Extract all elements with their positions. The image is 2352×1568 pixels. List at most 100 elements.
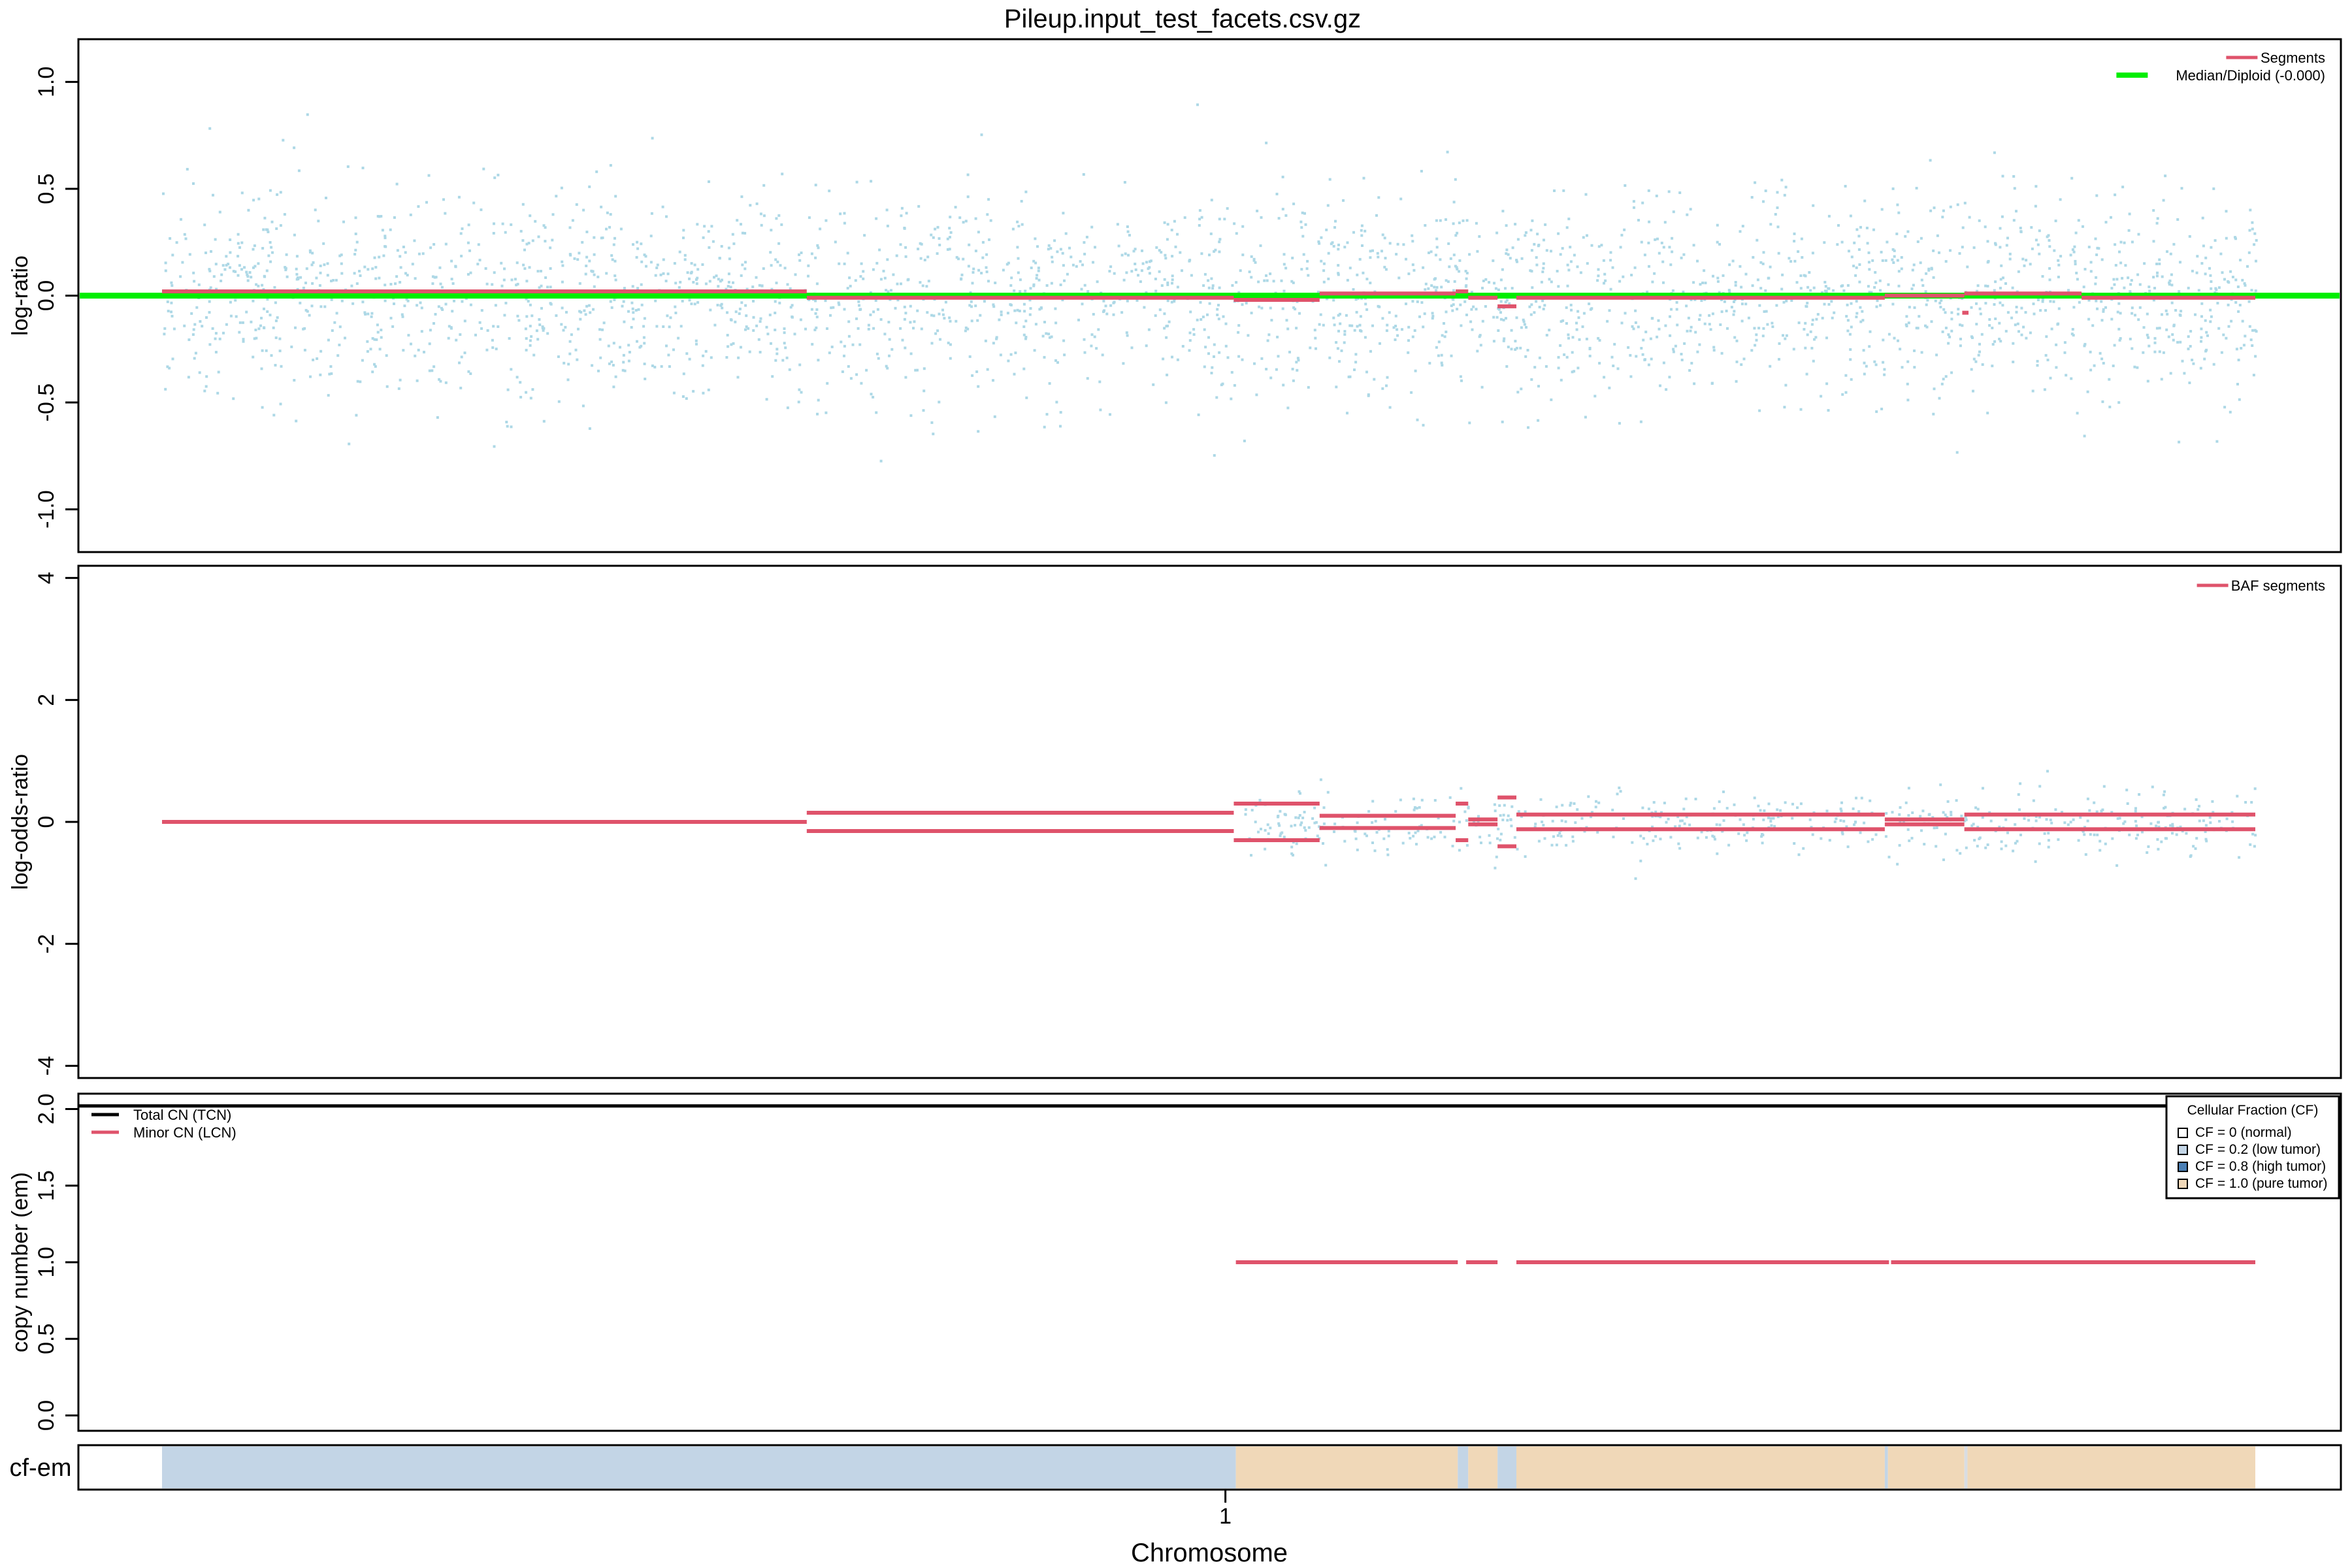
data-point (1823, 241, 1826, 244)
data-point (1451, 297, 1454, 301)
data-point (1428, 361, 1431, 365)
data-point (969, 291, 972, 294)
data-point (1796, 806, 1799, 809)
data-point (2146, 312, 2149, 316)
data-point (1522, 320, 1526, 323)
data-point (576, 358, 579, 361)
legend-label: Median/Diploid (-0.000) (2176, 67, 2325, 84)
data-point (2204, 838, 2208, 841)
data-point (694, 278, 698, 281)
data-point (1921, 809, 1925, 813)
data-point (515, 284, 518, 287)
data-point (1825, 336, 1828, 340)
data-point (484, 267, 487, 270)
data-point (1356, 821, 1359, 825)
data-point (804, 327, 807, 331)
data-point (1443, 335, 1446, 338)
data-point (1259, 244, 1262, 248)
data-point (2072, 334, 2075, 337)
data-point (1570, 308, 1573, 312)
data-point (1722, 819, 1725, 822)
data-point (384, 245, 387, 248)
data-point (350, 284, 353, 287)
data-point (1134, 268, 1137, 271)
data-point (890, 289, 892, 292)
data-point (1812, 359, 1815, 363)
data-point (414, 354, 417, 357)
data-point (361, 359, 364, 362)
data-point (2131, 240, 2134, 244)
data-point (187, 376, 190, 379)
data-point (1520, 326, 1523, 329)
data-point (727, 345, 730, 348)
data-point (2128, 212, 2131, 216)
data-point (1871, 259, 1874, 262)
data-point (1849, 358, 1852, 361)
data-point (2157, 847, 2160, 851)
data-point (421, 252, 425, 255)
data-point (1699, 314, 1702, 317)
data-point (1720, 310, 1723, 314)
data-point (1412, 797, 1415, 800)
data-point (2171, 825, 2174, 828)
data-point (366, 350, 369, 353)
data-point (438, 378, 441, 381)
data-point (1582, 236, 1585, 239)
data-point (1230, 397, 1233, 400)
data-point (2117, 401, 2121, 404)
data-point (1859, 320, 1863, 323)
data-point (463, 319, 466, 323)
data-point (1633, 206, 1635, 209)
data-point (306, 310, 309, 313)
data-point (1865, 365, 1868, 368)
data-point (2114, 193, 2117, 197)
data-point (1874, 363, 1878, 367)
data-point (1327, 277, 1330, 280)
data-point (1840, 240, 1844, 244)
data-point (355, 282, 359, 286)
data-point (1795, 281, 1799, 284)
data-point (1296, 357, 1299, 360)
data-point (784, 346, 787, 350)
data-point (858, 343, 862, 346)
data-point (1024, 190, 1028, 193)
data-point (1028, 299, 1032, 302)
data-point (1753, 327, 1756, 330)
data-point (486, 329, 489, 332)
data-point (1023, 310, 1026, 313)
data-point (1580, 817, 1584, 820)
data-point (896, 282, 899, 286)
data-point (860, 262, 863, 265)
data-point (1855, 300, 1858, 303)
data-point (2250, 289, 2253, 292)
data-point (1657, 319, 1660, 322)
data-point (2137, 318, 2140, 321)
data-point (172, 327, 176, 331)
data-point (1515, 346, 1518, 350)
data-point (1915, 187, 1918, 189)
data-point (2023, 264, 2026, 267)
data-point (385, 385, 389, 388)
data-point (1571, 835, 1575, 838)
data-point (2247, 251, 2251, 254)
data-point (2212, 811, 2215, 814)
data-point (1394, 314, 1397, 318)
data-point (838, 262, 841, 265)
data-point (1944, 260, 1948, 263)
cf-block (1884, 1446, 1888, 1488)
data-point (709, 308, 712, 312)
data-point (1611, 266, 1614, 269)
data-point (1335, 385, 1338, 389)
data-point (2041, 300, 2044, 303)
data-point (775, 282, 778, 285)
data-point (1440, 286, 1443, 289)
data-point (1371, 249, 1374, 252)
data-point (1105, 312, 1109, 316)
data-point (1280, 279, 1283, 282)
data-point (1845, 825, 1848, 828)
data-point (1524, 231, 1527, 234)
data-point (1872, 228, 1875, 231)
data-point (416, 304, 419, 307)
data-point (1869, 330, 1872, 333)
data-point (1284, 267, 1288, 270)
